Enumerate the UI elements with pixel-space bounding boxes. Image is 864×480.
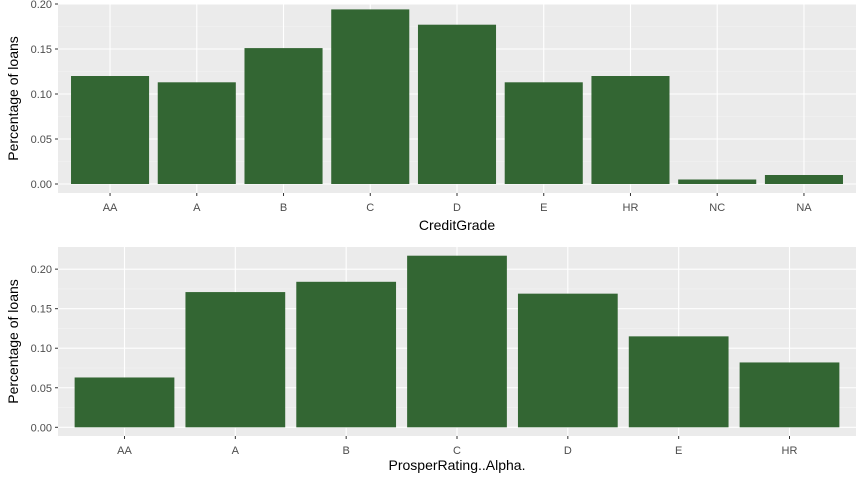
y-tick-label: 0.05 xyxy=(31,383,52,395)
y-tick-label: 0.10 xyxy=(31,89,52,101)
x-tick-label: B xyxy=(342,445,349,457)
x-tick-label: NA xyxy=(796,202,812,214)
y-tick-label: 0.05 xyxy=(31,134,52,146)
x-tick-label: C xyxy=(366,202,374,214)
x-tick-label: AA xyxy=(103,202,118,214)
y-tick-label: 0.10 xyxy=(31,343,52,355)
bar-c xyxy=(407,255,507,428)
x-tick-label: D xyxy=(453,202,461,214)
bar-d xyxy=(417,24,497,185)
x-axis-title: ProsperRating..Alpha. xyxy=(389,457,526,473)
x-tick-label: HR xyxy=(782,445,798,457)
bar-d xyxy=(517,293,618,428)
y-tick-label: 0.15 xyxy=(31,304,52,316)
x-tick-label: C xyxy=(453,445,461,457)
x-tick-label: E xyxy=(675,445,682,457)
bar-na xyxy=(764,175,843,184)
y-axis-title: Percentage of loans xyxy=(5,36,21,161)
x-axis-title: CreditGrade xyxy=(419,217,495,233)
bar-c xyxy=(331,9,410,185)
y-tick-label: 0.00 xyxy=(31,179,52,191)
bar-aa xyxy=(71,76,150,184)
bar-aa xyxy=(74,377,175,428)
bar-hr xyxy=(591,76,670,184)
bar-e xyxy=(504,82,583,184)
bar-a xyxy=(185,292,286,428)
x-tick-label: A xyxy=(232,445,240,457)
y-axis-title: Percentage of loans xyxy=(5,279,21,404)
x-tick-label: B xyxy=(280,202,287,214)
x-tick-label: HR xyxy=(623,202,639,214)
x-tick-label: A xyxy=(193,202,201,214)
y-tick-label: 0.00 xyxy=(31,422,52,434)
x-tick-label: AA xyxy=(117,445,132,457)
bar-a xyxy=(157,82,236,184)
y-tick-label: 0.20 xyxy=(31,264,52,276)
y-tick-label: 0.15 xyxy=(31,44,52,56)
x-tick-label: NC xyxy=(709,202,725,214)
bar-hr xyxy=(739,362,840,428)
bar-b xyxy=(244,48,323,184)
y-tick-label: 0.20 xyxy=(31,0,52,11)
bar-e xyxy=(628,336,729,428)
x-tick-label: E xyxy=(540,202,547,214)
bar-b xyxy=(296,281,397,428)
x-tick-label: D xyxy=(564,445,572,457)
bar-nc xyxy=(678,179,757,184)
